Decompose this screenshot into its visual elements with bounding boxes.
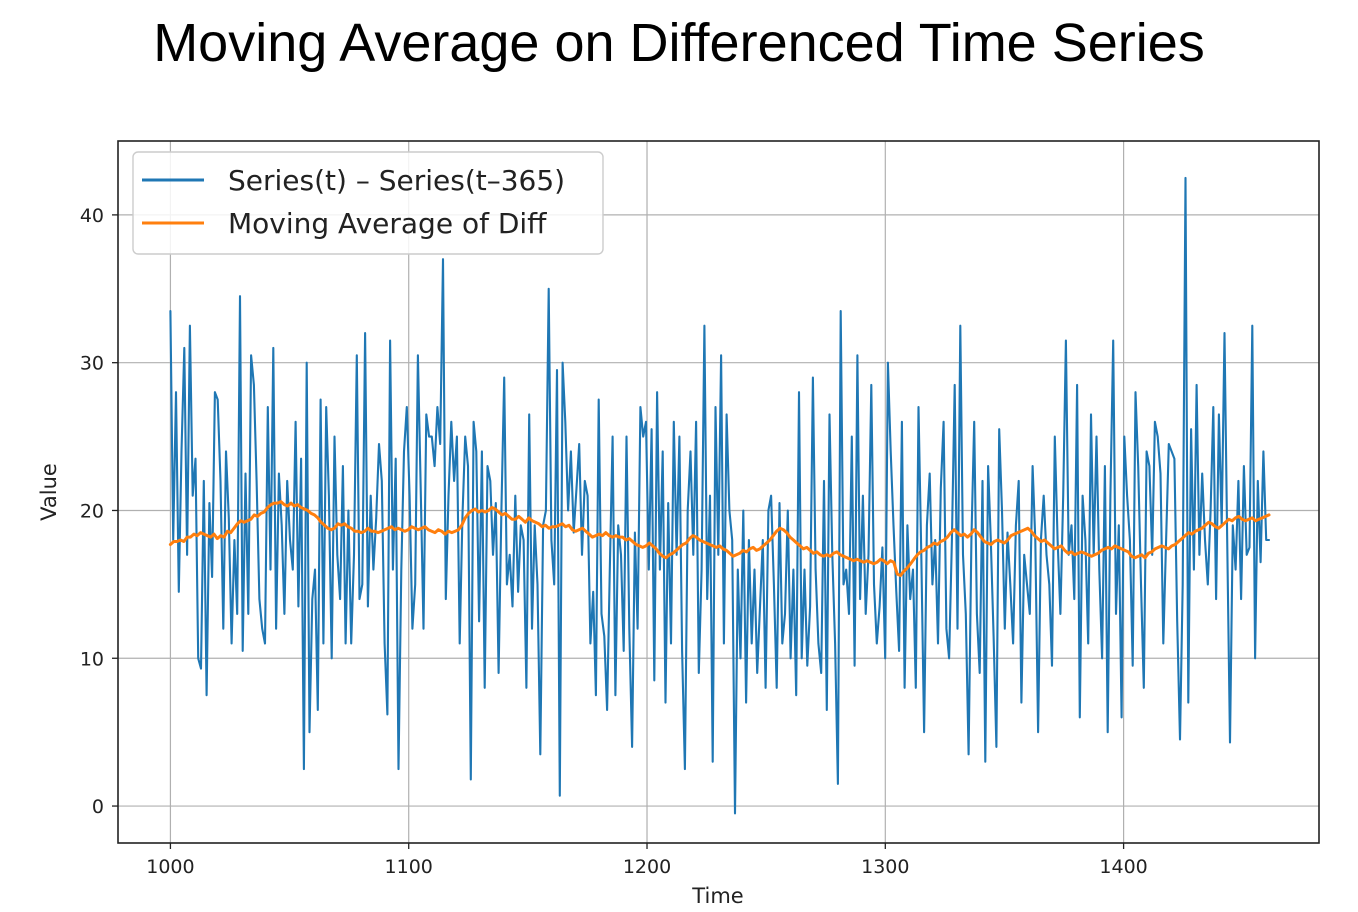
legend-label-diff: Series(t) – Series(t–365) <box>228 164 565 197</box>
series-line-moving-average <box>168 500 1271 577</box>
x-tick-label: 1000 <box>146 856 194 878</box>
y-tick-label: 20 <box>80 500 104 522</box>
legend-label-moving-average: Moving Average of Diff <box>228 207 547 240</box>
legend: Series(t) – Series(t–365) Moving Average… <box>132 151 604 255</box>
x-axis-label: Time <box>691 884 743 908</box>
axis-ticks: 1000 1100 1200 1300 1400 0 10 20 30 40 <box>80 205 1148 878</box>
x-tick-label: 1100 <box>385 856 433 878</box>
legend-box <box>132 151 604 255</box>
y-tick-label: 40 <box>80 205 104 227</box>
series-line-diff <box>169 176 1271 815</box>
y-axis-label: Value <box>37 463 61 521</box>
chart-title: Moving Average on Differenced Time Serie… <box>153 13 1205 73</box>
plot-frame <box>117 140 1320 844</box>
series-lines <box>168 176 1271 815</box>
y-tick-label: 10 <box>80 648 104 670</box>
y-tick-label: 30 <box>80 353 104 375</box>
x-tick-label: 1300 <box>861 856 909 878</box>
x-tick-label: 1200 <box>623 856 671 878</box>
x-tick-label: 1400 <box>1099 856 1147 878</box>
y-tick-label: 0 <box>92 796 104 818</box>
